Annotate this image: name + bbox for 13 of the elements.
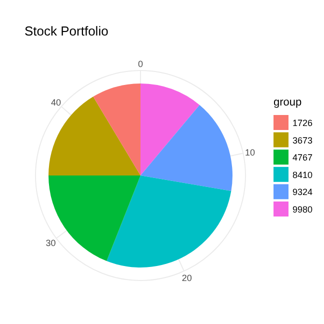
text: 20 [182, 272, 192, 283]
legend-label: 1726 [292, 118, 313, 128]
legend-title: group [274, 96, 302, 108]
legend-label: 9324 [292, 187, 313, 198]
legend-label: 8410 [292, 170, 313, 180]
text: 10 [244, 147, 255, 158]
legend-label: 9980 [292, 204, 313, 214]
legend-label: 4767 [292, 152, 313, 163]
text: 30 [46, 238, 56, 248]
text: 40 [51, 97, 62, 108]
text: 0 [138, 59, 144, 69]
legend-label: 3673 [292, 135, 313, 146]
chart-title: Stock Portfolio [24, 24, 108, 38]
